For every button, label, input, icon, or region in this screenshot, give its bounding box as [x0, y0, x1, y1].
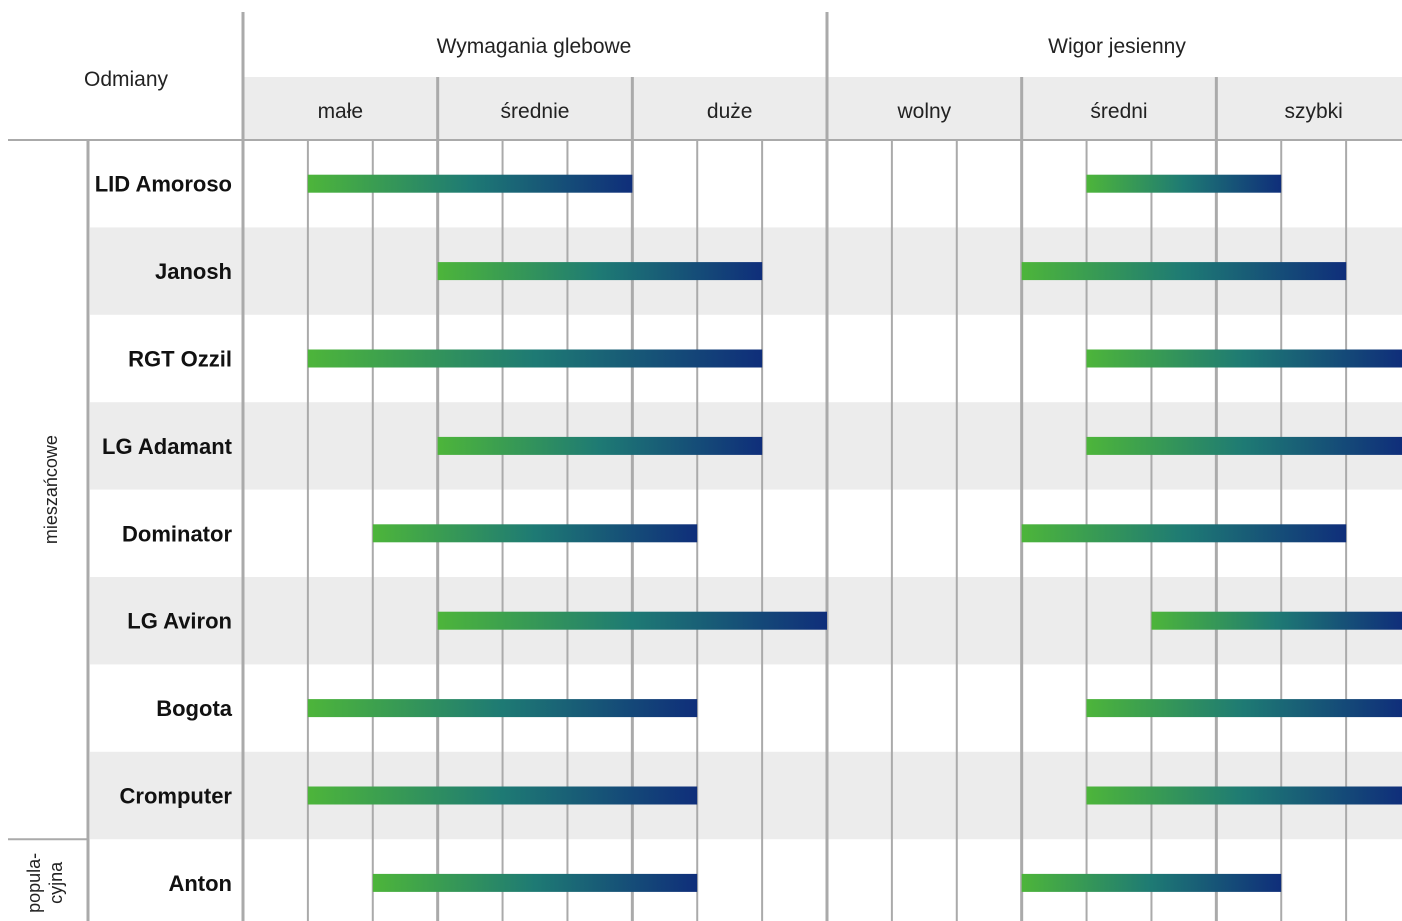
variety-name: LID Amoroso: [95, 172, 232, 197]
variety-name: LG Adamant: [102, 434, 233, 459]
soil-bar: [437, 611, 828, 630]
group-label-hybrid: mieszańcowe: [41, 435, 61, 544]
bars: [307, 174, 1402, 892]
section-title-vigor: Wigor jesienny: [1048, 35, 1186, 58]
soil-bar: [307, 174, 633, 193]
group-label-line: cyjna: [46, 861, 66, 904]
section-title-soil: Wymagania glebowe: [437, 35, 632, 58]
level-label: wolny: [896, 100, 951, 123]
vigor-bar: [1086, 699, 1402, 718]
variety-name: Janosh: [155, 259, 232, 284]
variety-name: LG Aviron: [127, 609, 232, 634]
vigor-bar: [1021, 262, 1347, 281]
vigor-bar: [1086, 786, 1402, 805]
level-label: małe: [318, 100, 364, 123]
soil-bar: [307, 349, 763, 368]
variety-name: Cromputer: [120, 784, 233, 809]
level-label: szybki: [1284, 100, 1342, 123]
soil-bar: [307, 699, 698, 718]
vigor-bar: [1151, 611, 1402, 630]
level-label: średni: [1090, 100, 1147, 123]
level-label: duże: [707, 100, 753, 123]
labels: Odmiany Wymagania glebowe Wigor jesienny…: [24, 35, 1343, 913]
soil-bar: [307, 786, 698, 805]
vigor-bar: [1086, 349, 1402, 368]
varieties-header: Odmiany: [84, 68, 169, 91]
soil-bar: [372, 524, 698, 543]
soil-bar: [437, 436, 763, 455]
variety-name: RGT Ozzil: [128, 347, 232, 372]
vigor-bar: [1086, 436, 1402, 455]
group-label-line: popula-: [24, 853, 44, 913]
soil-bar: [437, 262, 763, 281]
vigor-bar: [1086, 174, 1282, 193]
level-label: średnie: [501, 100, 570, 123]
vigor-bar: [1021, 524, 1347, 543]
variety-name: Anton: [168, 871, 232, 896]
subheader-band: [243, 77, 1402, 140]
group-label-population: popula-cyjna: [24, 853, 66, 913]
soil-bar: [372, 873, 698, 892]
variety-name: Bogota: [156, 696, 233, 721]
vigor-bar: [1021, 873, 1282, 892]
variety-name: Dominator: [122, 521, 232, 546]
